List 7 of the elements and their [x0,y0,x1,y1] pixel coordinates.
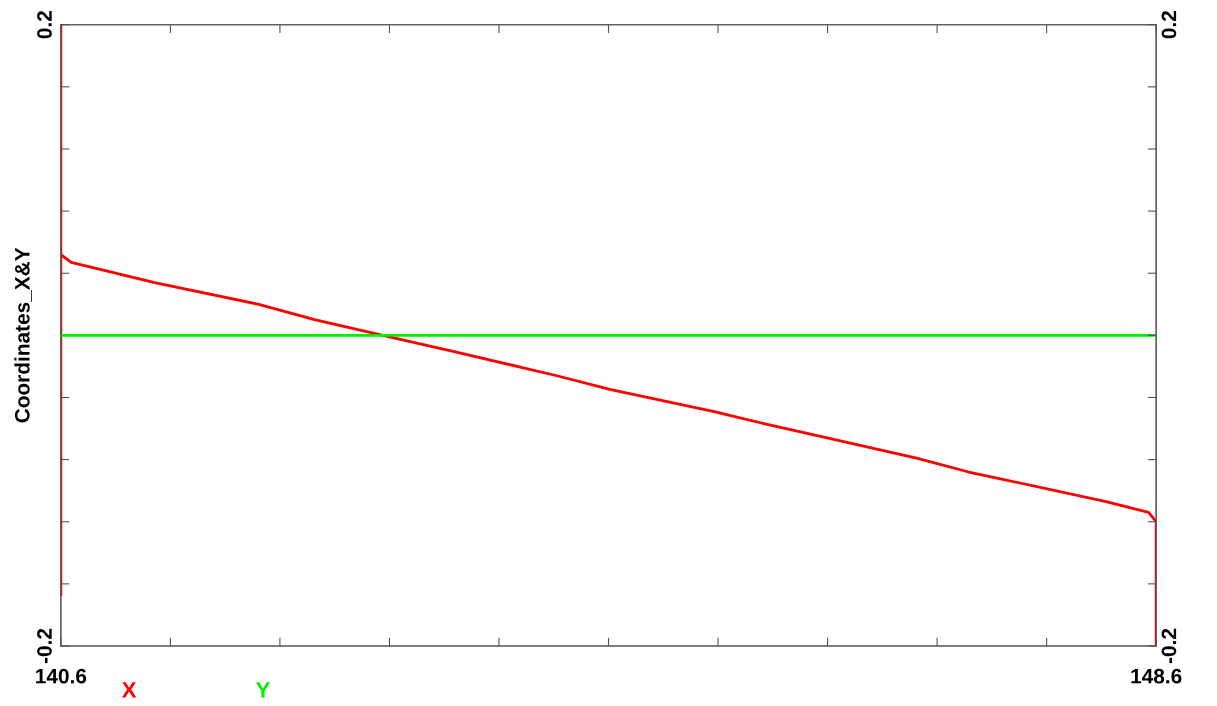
x-tick-label: 140.6 [36,668,87,684]
y2-tick-label: -0.2 [1161,628,1177,664]
y-axis-title: Coordinates_X&Y [14,247,33,423]
text: Y [255,682,271,698]
y2-tick-label: 0.2 [1161,11,1177,39]
x-tick-label: 148.6 [1131,668,1182,684]
text: X [121,682,137,698]
